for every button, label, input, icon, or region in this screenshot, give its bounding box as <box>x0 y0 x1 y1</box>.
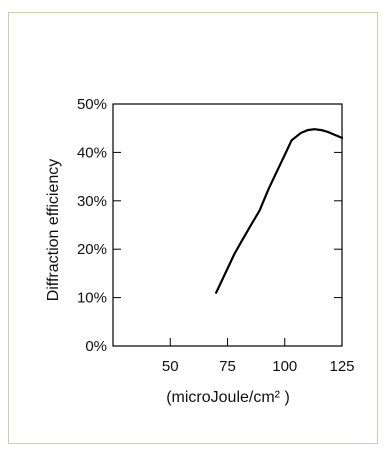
plot-frame <box>112 103 343 347</box>
x-tick-label: 75 <box>219 358 236 375</box>
y-tick-label: 10% <box>77 290 107 307</box>
x-tick-label: 50 <box>162 358 179 375</box>
x-axis-label: (microJoule/cm² ) <box>166 389 290 406</box>
x-tick-label: 125 <box>329 358 354 375</box>
y-tick-label: 0% <box>85 338 107 355</box>
y-tick-label: 40% <box>77 144 107 161</box>
y-tick-label: 50% <box>77 96 107 113</box>
figure-panel <box>8 12 378 444</box>
y-axis-label: Diffraction efficiency <box>45 159 62 302</box>
y-tick-label: 30% <box>77 193 107 210</box>
y-tick-label: 20% <box>77 241 107 258</box>
x-tick-label: 100 <box>272 358 297 375</box>
series-line <box>215 128 344 294</box>
